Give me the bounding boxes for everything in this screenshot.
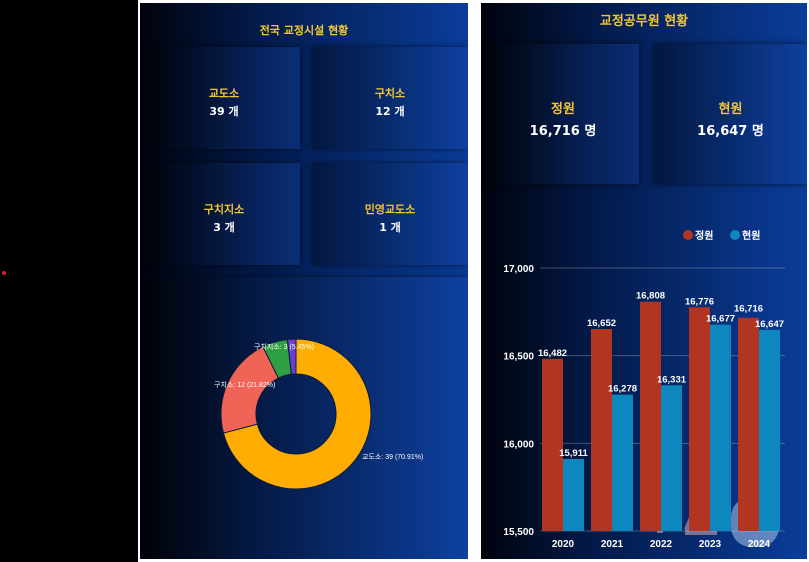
bar-value-label: 16,652 <box>587 318 616 329</box>
legend-label: 정원 <box>695 229 713 242</box>
card-label: 정원 <box>551 102 575 117</box>
card-label: 교도소 <box>208 87 240 100</box>
card-value: 3 개 <box>213 221 235 234</box>
bar-정원-2022 <box>640 301 661 531</box>
card-prison: 교도소 39 개 <box>148 47 300 149</box>
staff-title: 교정공무원 현황 <box>599 14 689 29</box>
bar-정원-2021 <box>591 329 612 531</box>
legend-marker <box>730 230 740 240</box>
bar-chart: 15,500 16,000 16,500 17,000 2020 2021 2022 2023… <box>503 229 785 550</box>
bar-value-label: 16,677 <box>706 314 735 325</box>
bar-현원-2024 <box>759 329 780 531</box>
donut-label-1: 구치소: 12 (21.82%) <box>214 380 275 389</box>
card-current: 현원 16,647 명 <box>654 44 807 184</box>
legend-marker <box>683 230 693 240</box>
facilities-panel: 전국 교정시설 현황 교도소 39 개 구치소 12 개 구치지소 3 개 민영… <box>140 3 468 559</box>
x-tick-label: 2024 <box>748 539 771 550</box>
bar-value-label: 16,716 <box>734 304 763 315</box>
bar-value-label: 16,647 <box>755 319 784 330</box>
y-tick-label: 16,000 <box>503 439 534 450</box>
x-tick-label: 2020 <box>552 539 575 550</box>
bar-현원-2023 <box>710 324 731 531</box>
card-detention: 구치소 12 개 <box>312 47 468 149</box>
card-private-prison: 민영교도소 1 개 <box>312 163 468 265</box>
card-label: 민영교도소 <box>364 203 416 216</box>
card-value: 1 개 <box>379 221 401 234</box>
bar-value-label: 16,331 <box>657 374 687 385</box>
bar-value-label: 16,776 <box>685 296 714 307</box>
staff-panel: 교정공무원 현황 정원 16,716 명 현원 16,647 명 15,500 1… <box>481 3 807 559</box>
card-value: 12 개 <box>375 105 405 118</box>
bar-현원-2020 <box>563 458 584 531</box>
bar-현원-2022 <box>661 385 682 531</box>
bar-정원-2020 <box>542 358 563 531</box>
y-tick-label: 16,500 <box>503 352 534 363</box>
x-tick-label: 2021 <box>601 539 624 550</box>
bar-value-label: 16,278 <box>608 384 637 395</box>
red-dot <box>2 271 6 275</box>
x-tick-label: 2023 <box>699 539 722 550</box>
legend-label: 현원 <box>742 229 760 242</box>
bar-value-label: 15,911 <box>559 448 588 459</box>
donut-label-0: 교도소: 39 (70.91%) <box>362 453 423 461</box>
bar-현원-2021 <box>612 394 633 531</box>
donut-chart: 교도소: 39 (70.91%) 구치소: 12 (21.82%) 구치지소: 3 … <box>214 338 423 490</box>
bar-value-label: 16,482 <box>538 348 567 359</box>
x-tick-label: 2022 <box>650 539 673 550</box>
y-tick-label: 15,500 <box>503 527 534 538</box>
card-value: 16,647 명 <box>697 124 764 139</box>
bar-정원-2023 <box>689 307 710 531</box>
card-quota: 정원 16,716 명 <box>487 44 639 184</box>
facilities-title: 전국 교정시설 현황 <box>259 24 349 37</box>
donut-slice-3 <box>286 338 297 375</box>
bar-정원-2024 <box>738 317 759 531</box>
left-black-margin <box>0 0 138 562</box>
card-value: 39 개 <box>209 105 239 118</box>
card-detention-branch: 구치지소 3 개 <box>148 163 300 265</box>
donut-label-2: 구치지소: 3 (5.45%) <box>254 342 314 351</box>
card-label: 구치소 <box>374 87 406 100</box>
card-label: 구치지소 <box>203 203 245 216</box>
donut-slice-0 <box>222 338 372 490</box>
card-label: 현원 <box>718 102 743 117</box>
y-tick-label: 17,000 <box>503 264 534 275</box>
bar-value-label: 16,808 <box>636 291 665 302</box>
donut-card <box>148 277 468 559</box>
card-value: 16,716 명 <box>529 124 597 139</box>
